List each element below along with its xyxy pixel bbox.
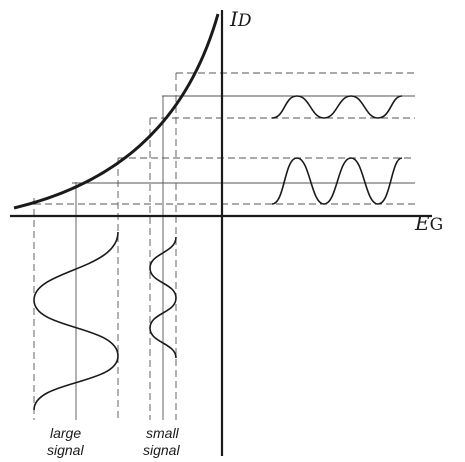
input-waveform-large (33, 231, 119, 411)
x-axis-label: EG (414, 211, 443, 235)
caption-small-line2: signal (143, 442, 180, 458)
output-waveform-small (271, 95, 403, 119)
transfer-curve (13, 13, 220, 210)
caption-small-line1: small (146, 425, 180, 441)
y-axis-label: ID (229, 7, 252, 31)
guide-lines (33, 72, 415, 420)
axes (10, 10, 432, 456)
input-waveform-small (149, 236, 177, 359)
output-waveform-large (271, 157, 403, 205)
caption-large-line1: large (50, 425, 81, 441)
caption-large-line2: signal (47, 442, 84, 458)
